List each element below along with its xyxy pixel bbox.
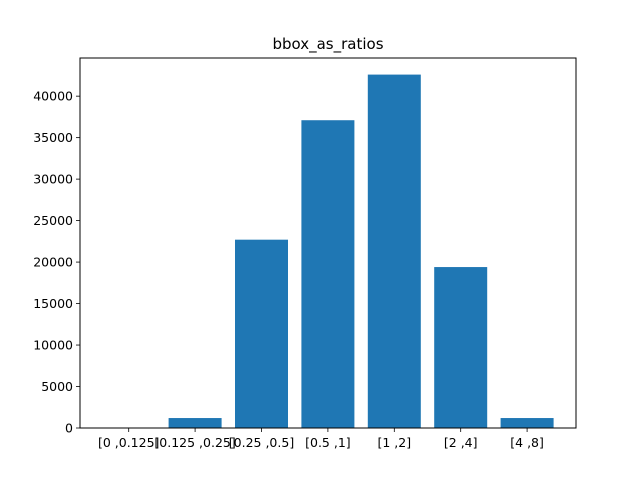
x-tick-label-5: [2 ,4] [444,435,478,450]
y-tick-label-0: 0 [65,421,73,436]
x-tick-label-1: [0.125 ,0.25] [154,435,235,450]
bar-5 [434,267,488,428]
y-tick-label-8: 40000 [33,89,73,104]
bar-4 [367,74,421,429]
y-tick-label-3: 15000 [33,296,73,311]
x-tick-label-3: [0.5 ,1] [305,435,351,450]
bars-group [102,74,554,429]
bar-2 [235,239,288,428]
y-tick-label-7: 35000 [33,130,73,145]
y-tick-label-5: 25000 [33,213,73,228]
y-tick-label-6: 30000 [33,172,73,187]
bar-6 [500,418,554,428]
bar-3 [301,120,355,429]
x-tick-label-2: [0.25 ,0.5] [229,435,294,450]
x-axis: [0 ,0.125][0.125 ,0.25][0.25 ,0.5] [0.5 ,… [98,428,544,450]
y-axis: 0 5000 10000 15000 20000 25000 30000 35000 40000 [33,89,80,436]
x-tick-label-4: [1 ,2] [377,435,411,450]
y-tick-label-1: 5000 [41,379,73,394]
plot-frame [79,57,577,429]
bar-1 [168,418,222,428]
x-tick-label-0: [0 ,0.125] [98,435,159,450]
y-tick-label-2: 10000 [33,338,73,353]
y-tick-label-4: 20000 [33,255,73,270]
chart-title: bbox_as_ratios [272,35,383,54]
x-tick-label-6: [4 ,8] [510,435,544,450]
